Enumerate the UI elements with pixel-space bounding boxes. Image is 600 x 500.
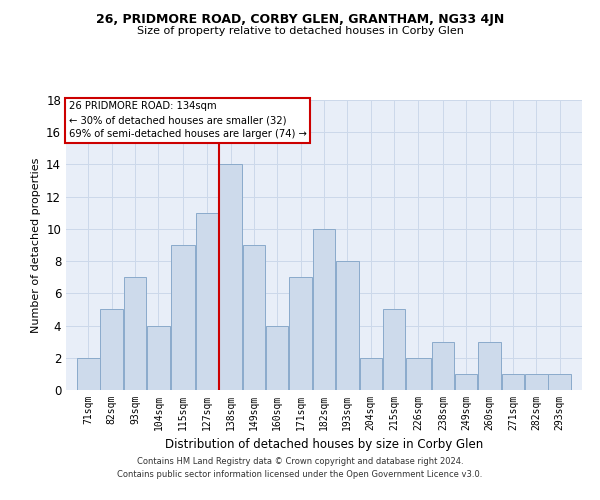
Text: 26 PRIDMORE ROAD: 134sqm
← 30% of detached houses are smaller (32)
69% of semi-d: 26 PRIDMORE ROAD: 134sqm ← 30% of detach…	[68, 102, 307, 140]
Bar	[548, 374, 571, 390]
X-axis label: Distribution of detached houses by size in Corby Glen: Distribution of detached houses by size …	[165, 438, 483, 452]
Bar	[406, 358, 431, 390]
Bar	[289, 277, 312, 390]
Bar	[100, 310, 123, 390]
Bar	[266, 326, 289, 390]
Y-axis label: Number of detached properties: Number of detached properties	[31, 158, 41, 332]
Bar	[502, 374, 524, 390]
Bar	[525, 374, 548, 390]
Bar	[336, 261, 359, 390]
Bar	[359, 358, 382, 390]
Bar	[478, 342, 501, 390]
Bar	[432, 342, 454, 390]
Bar	[77, 358, 100, 390]
Bar	[455, 374, 478, 390]
Bar	[220, 164, 242, 390]
Text: Size of property relative to detached houses in Corby Glen: Size of property relative to detached ho…	[137, 26, 463, 36]
Text: Contains HM Land Registry data © Crown copyright and database right 2024.
Contai: Contains HM Land Registry data © Crown c…	[118, 458, 482, 479]
Bar	[147, 326, 170, 390]
Bar	[124, 277, 146, 390]
Bar	[196, 213, 218, 390]
Bar	[170, 245, 195, 390]
Bar	[313, 229, 335, 390]
Bar	[243, 245, 265, 390]
Bar	[383, 310, 405, 390]
Text: 26, PRIDMORE ROAD, CORBY GLEN, GRANTHAM, NG33 4JN: 26, PRIDMORE ROAD, CORBY GLEN, GRANTHAM,…	[96, 12, 504, 26]
